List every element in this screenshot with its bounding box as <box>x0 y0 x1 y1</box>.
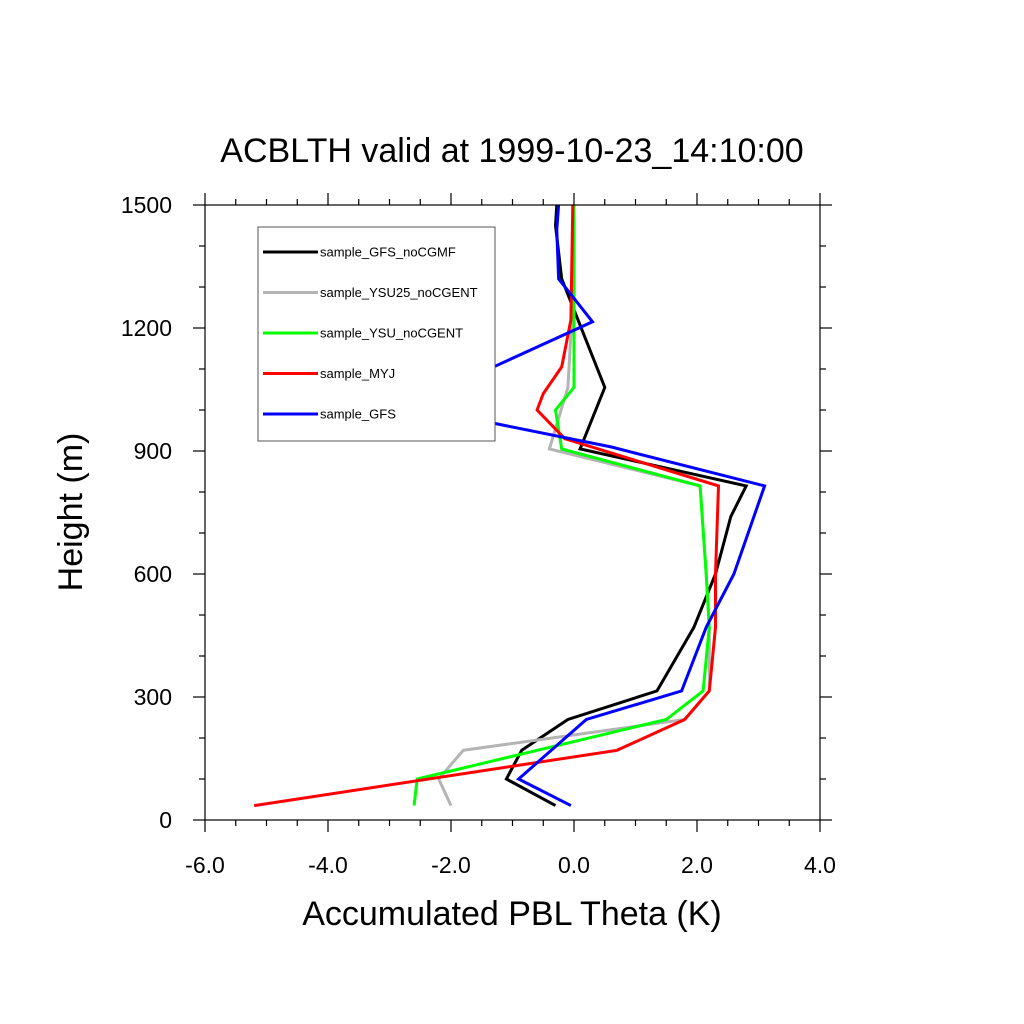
y-tick-label: 1200 <box>121 315 172 341</box>
series-line-sample_GFS_noCGMF <box>504 204 749 807</box>
legend-items: sample_GFS_noCGMF sample_YSU25_noCGENTsam… <box>263 245 478 422</box>
x-tick-label: 4.0 <box>804 852 836 878</box>
x-tick-label: 0.0 <box>558 852 590 878</box>
y-axis-label: Height (m) <box>52 433 90 592</box>
axis-ticks <box>193 193 832 832</box>
series-line-sample_GFS <box>403 204 767 807</box>
legend-label: sample_GFS <box>320 407 396 422</box>
legend-label: sample_YSU_noCGENT <box>320 326 463 341</box>
x-tick-label: -2.0 <box>431 852 471 878</box>
x-axis-label: Accumulated PBL Theta (K) <box>302 895 722 933</box>
y-tick-label: 900 <box>134 438 172 464</box>
y-tick-label: 300 <box>134 684 172 710</box>
legend-label: sample_GFS_noCGMF <box>320 245 456 260</box>
x-tick-label: -4.0 <box>308 852 348 878</box>
chart-title: ACBLTH valid at 1999-10-23_14:10:00 <box>220 132 803 170</box>
y-tick-label: 600 <box>134 561 172 587</box>
axis-tick-labels: -6.0 -4.0 -2.0 0.0 2.0 4.0 0 300 600 900 1200 1500 <box>121 192 836 878</box>
legend: sample_GFS_noCGMF sample_YSU25_noCGENTsam… <box>257 226 496 442</box>
series-line-sample_YSU_noCGENT <box>412 205 711 806</box>
series-line-sample_MYJ <box>253 204 721 808</box>
y-tick-label: 1500 <box>121 192 172 218</box>
x-tick-label: 2.0 <box>681 852 713 878</box>
plot-lines <box>253 204 767 808</box>
legend-label: sample_MYJ <box>320 366 395 381</box>
y-tick-label: 0 <box>159 807 172 833</box>
x-tick-label: -6.0 <box>185 852 225 878</box>
legend-label: sample_YSU25_noCGENT <box>320 285 478 300</box>
